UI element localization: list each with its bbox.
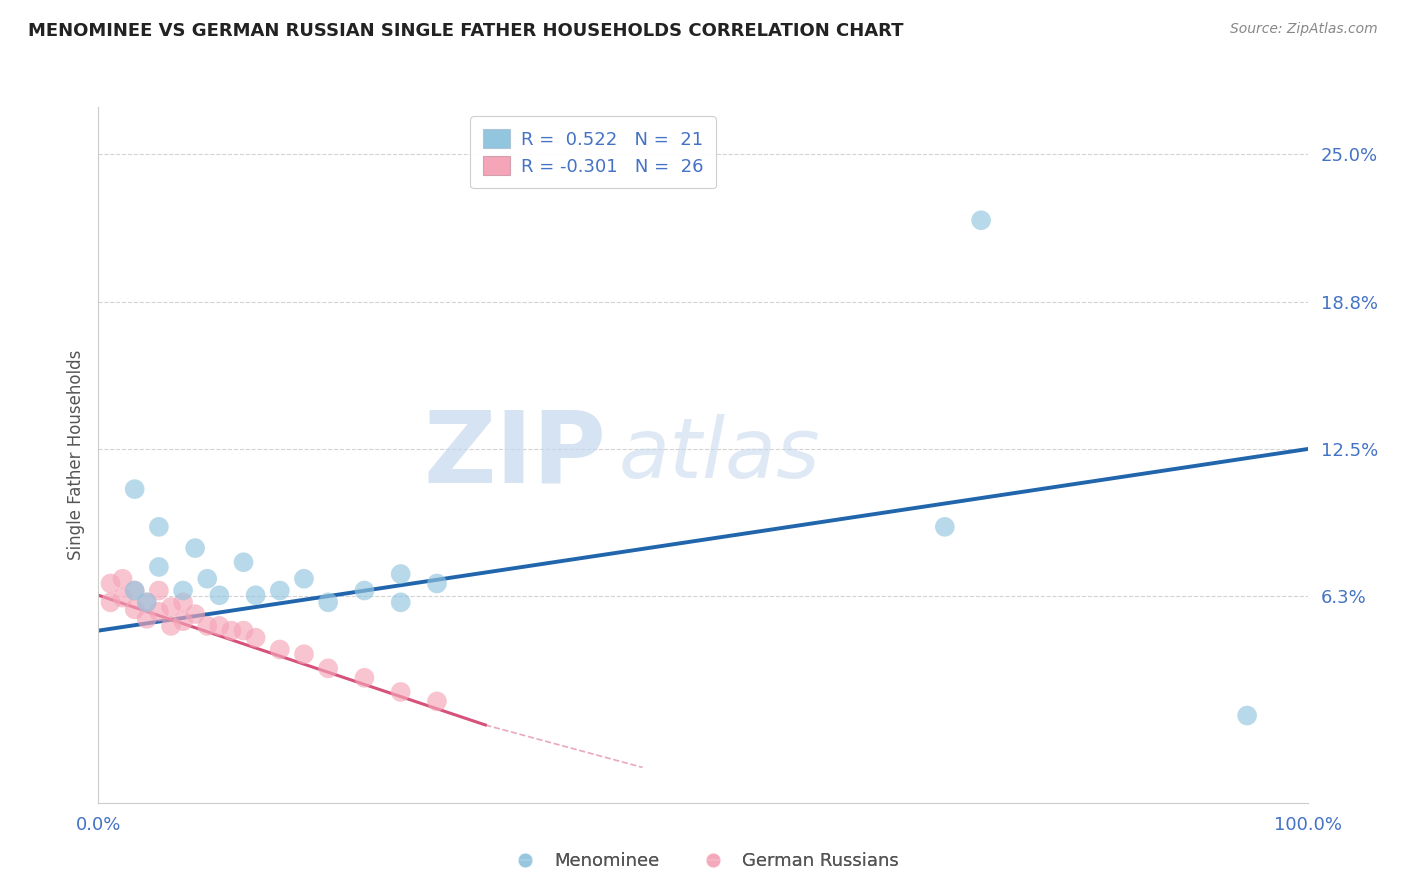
Point [353, 583, 375, 598]
Point [389, 685, 412, 699]
Point [245, 631, 267, 645]
Point [124, 583, 146, 598]
Text: MENOMINEE VS GERMAN RUSSIAN SINGLE FATHER HOUSEHOLDS CORRELATION CHART: MENOMINEE VS GERMAN RUSSIAN SINGLE FATHE… [28, 22, 904, 40]
Point [426, 694, 449, 708]
Point [292, 647, 315, 661]
Point [135, 595, 157, 609]
Point [184, 541, 207, 555]
Point [269, 583, 291, 598]
Point [124, 482, 146, 496]
Point [135, 595, 157, 609]
Point [208, 588, 231, 602]
Text: atlas: atlas [619, 415, 820, 495]
Legend: Menominee, German Russians: Menominee, German Russians [499, 845, 907, 877]
Point [172, 595, 194, 609]
Point [353, 671, 375, 685]
Point [292, 572, 315, 586]
Y-axis label: Single Father Households: Single Father Households [66, 350, 84, 560]
Point [245, 588, 267, 602]
Point [389, 595, 412, 609]
Point [195, 619, 218, 633]
Point [100, 576, 122, 591]
Point [111, 572, 134, 586]
Point [208, 619, 231, 633]
Point [389, 567, 412, 582]
Point [148, 560, 170, 574]
Point [160, 600, 183, 615]
Point [124, 583, 146, 598]
Point [426, 576, 449, 591]
Point [221, 624, 243, 638]
Point [316, 595, 339, 609]
Point [135, 612, 157, 626]
Point [160, 619, 183, 633]
Point [934, 520, 956, 534]
Point [269, 642, 291, 657]
Point [195, 572, 218, 586]
Point [184, 607, 207, 621]
Point [172, 583, 194, 598]
Point [148, 583, 170, 598]
Point [172, 614, 194, 628]
Point [100, 595, 122, 609]
Point [148, 605, 170, 619]
Text: ZIP: ZIP [423, 407, 606, 503]
Point [124, 602, 146, 616]
Point [148, 520, 170, 534]
Point [232, 555, 254, 569]
Point [970, 213, 993, 227]
Point [1236, 708, 1258, 723]
Point [111, 591, 134, 605]
Point [232, 624, 254, 638]
Point [316, 661, 339, 675]
Text: Source: ZipAtlas.com: Source: ZipAtlas.com [1230, 22, 1378, 37]
